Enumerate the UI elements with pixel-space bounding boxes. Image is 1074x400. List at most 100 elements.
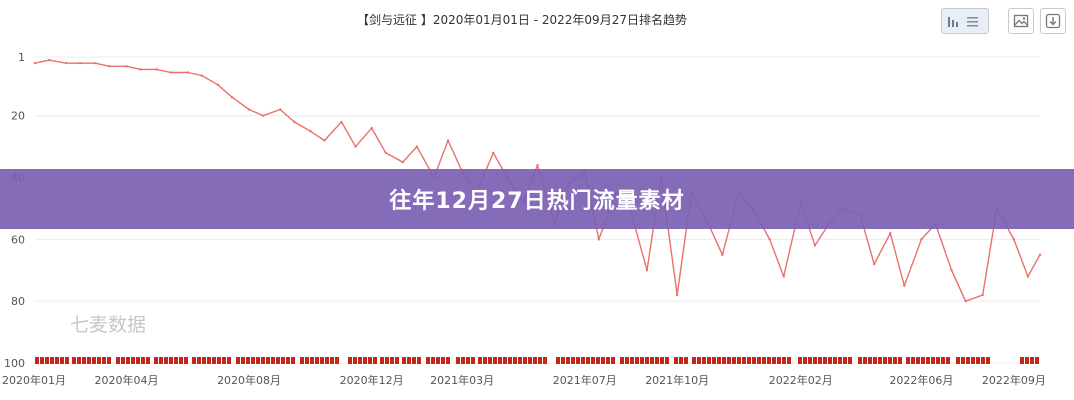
rank-marker (697, 357, 701, 364)
rank-marker (348, 357, 352, 364)
rank-marker (121, 357, 125, 364)
rank-marker (402, 357, 406, 364)
rank-marker (236, 357, 240, 364)
data-point (920, 238, 923, 241)
rank-marker (126, 357, 130, 364)
rank-marker (833, 357, 837, 364)
data-point (446, 139, 450, 142)
rank-marker (493, 357, 497, 364)
rank-marker (65, 357, 69, 364)
rank-marker (286, 357, 290, 364)
watermark: 七麦数据 (70, 314, 146, 336)
rank-marker (576, 357, 580, 364)
x-tick-label: 2020年01月 (2, 373, 66, 387)
rank-marker (436, 357, 440, 364)
rank-marker (873, 357, 877, 364)
rank-marker (674, 357, 678, 364)
rank-marker (777, 357, 781, 364)
rank-marker (271, 357, 275, 364)
rank-marker (848, 357, 852, 364)
rank-marker (722, 357, 726, 364)
rank-marker (478, 357, 482, 364)
rank-marker (863, 357, 867, 364)
rank-marker (533, 357, 537, 364)
rank-marker (82, 357, 86, 364)
rank-marker (645, 357, 649, 364)
data-point (768, 238, 771, 241)
rank-marker (154, 357, 158, 364)
data-point (169, 71, 172, 74)
data-point (247, 108, 251, 111)
rank-marker (266, 357, 270, 364)
rank-marker (207, 357, 211, 364)
rank-marker (87, 357, 91, 364)
rank-marker (159, 357, 163, 364)
rank-marker (72, 357, 76, 364)
bar-chart-icon (948, 17, 958, 27)
x-tick-label: 2022年09月 (982, 373, 1046, 387)
bottom-marker-row (35, 357, 1039, 364)
rank-marker (368, 357, 372, 364)
chart-view-toggle[interactable] (941, 8, 989, 34)
x-tick-label: 2020年08月 (217, 373, 281, 387)
rank-marker (782, 357, 786, 364)
rank-marker (684, 357, 688, 364)
rank-marker (712, 357, 716, 364)
data-point (354, 145, 357, 148)
rank-marker (630, 357, 634, 364)
y-tick-label: 60 (11, 233, 25, 246)
rank-marker (858, 357, 862, 364)
x-tick-label: 2020年12月 (340, 373, 404, 387)
rank-marker (320, 357, 324, 364)
rank-marker (471, 357, 475, 364)
rank-marker (498, 357, 502, 364)
rank-marker (640, 357, 644, 364)
rank-marker (752, 357, 756, 364)
rank-marker (518, 357, 522, 364)
rank-marker (538, 357, 542, 364)
rank-marker (813, 357, 817, 364)
y-tick-label: 1 (18, 51, 25, 64)
rank-marker (174, 357, 178, 364)
y-tick-label: 80 (11, 295, 25, 308)
data-point (279, 108, 282, 111)
rank-marker (179, 357, 183, 364)
rank-marker (97, 357, 101, 364)
list-icon (967, 17, 978, 27)
rank-marker (986, 357, 990, 364)
data-point (125, 65, 128, 68)
data-point (597, 238, 601, 241)
data-point (370, 126, 373, 130)
rank-marker (679, 357, 683, 364)
data-point (964, 299, 967, 303)
rank-marker (528, 357, 532, 364)
rank-marker (276, 357, 280, 364)
save-image-button[interactable] (1008, 8, 1034, 34)
rank-marker (325, 357, 329, 364)
rank-marker (164, 357, 168, 364)
rank-marker (620, 357, 624, 364)
rank-marker (883, 357, 887, 364)
download-button[interactable] (1040, 8, 1066, 34)
rank-marker (818, 357, 822, 364)
data-point (47, 58, 51, 62)
x-tick-label: 2021年07月 (553, 373, 617, 387)
rank-marker (363, 357, 367, 364)
rank-marker (561, 357, 565, 364)
y-tick-label: 20 (11, 110, 25, 123)
data-point (492, 151, 495, 155)
rank-marker (843, 357, 847, 364)
image-icon (1013, 14, 1029, 28)
rank-marker (971, 357, 975, 364)
rank-marker (395, 357, 399, 364)
rank-marker (35, 357, 39, 364)
data-point (1026, 275, 1030, 278)
data-point (261, 114, 265, 117)
rank-marker (707, 357, 711, 364)
rank-marker (305, 357, 309, 364)
data-point (675, 293, 679, 297)
rank-marker (717, 357, 721, 364)
rank-marker (40, 357, 44, 364)
rank-marker (1020, 357, 1024, 364)
rank-marker (373, 357, 377, 364)
